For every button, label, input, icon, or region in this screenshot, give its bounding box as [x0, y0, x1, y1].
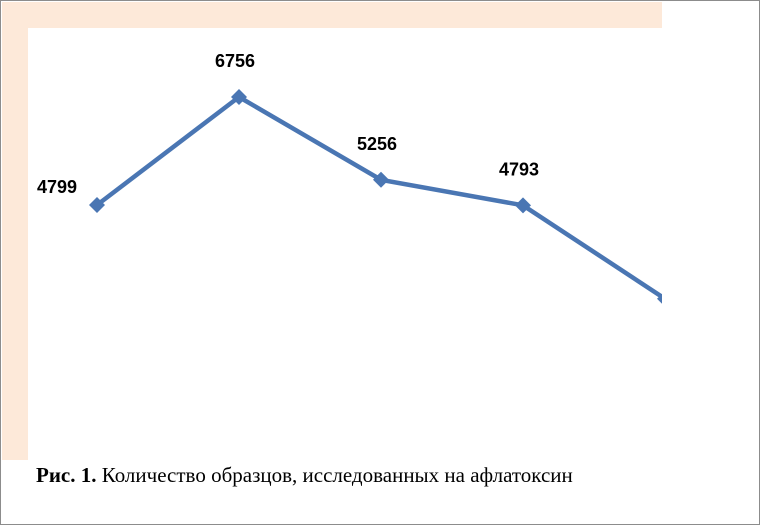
plot-area: 4799 6756 5256 4793	[28, 28, 662, 460]
caption-text: Количество образцов, исследованных на аф…	[96, 463, 573, 487]
data-point-marker	[231, 89, 247, 105]
data-point-marker	[657, 293, 662, 304]
data-point-marker	[89, 197, 105, 213]
data-labels: 4799 6756 5256 4793	[37, 51, 539, 197]
data-label: 5256	[357, 134, 397, 154]
line-chart: 4799 6756 5256 4793	[37, 51, 662, 304]
data-label: 6756	[215, 51, 255, 71]
chart-background-left	[2, 2, 28, 460]
data-label: 4799	[37, 177, 77, 197]
data-point-marker	[373, 171, 389, 188]
chart-background-top	[2, 2, 662, 28]
data-point-marker	[515, 197, 531, 214]
series-line	[95, 94, 662, 300]
figure-caption: Рис. 1. Количество образцов, исследованн…	[36, 463, 573, 488]
data-label: 4793	[499, 159, 539, 179]
caption-label: Рис. 1.	[36, 463, 97, 487]
series-markers	[89, 89, 662, 304]
